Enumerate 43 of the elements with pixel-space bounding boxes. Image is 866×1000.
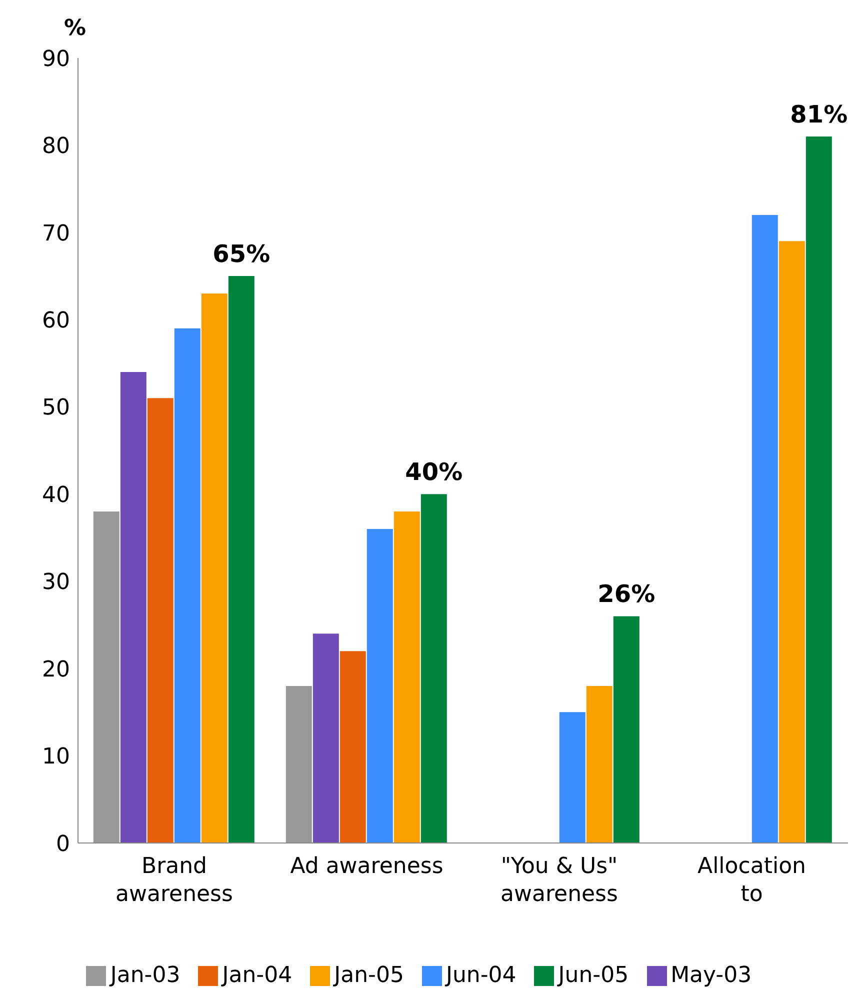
data-label: 65% <box>212 240 270 268</box>
bar <box>340 651 366 843</box>
y-tick-label: 50 <box>42 396 70 421</box>
legend-label: May-03 <box>670 963 752 988</box>
bar <box>120 372 146 843</box>
bar <box>613 616 640 843</box>
legend-label: Jun-05 <box>558 963 629 988</box>
y-tick-label: 10 <box>42 744 70 770</box>
y-tick-label: 60 <box>42 308 70 334</box>
bar <box>420 494 447 843</box>
bar <box>201 294 228 843</box>
bar <box>286 686 312 843</box>
legend-label: Jan-03 <box>110 963 180 988</box>
legend-label: Jan-04 <box>222 963 292 988</box>
x-tick-label: Brand awareness <box>116 854 233 907</box>
bar <box>806 136 832 843</box>
bar <box>366 529 393 843</box>
legend-label: Jun-04 <box>446 963 516 988</box>
data-label: 40% <box>405 458 463 486</box>
bar <box>147 398 174 843</box>
bar <box>752 215 778 843</box>
bar <box>228 276 254 843</box>
bar <box>586 686 612 843</box>
bar <box>174 328 200 843</box>
x-tick-label: Ad awareness <box>290 854 444 879</box>
bar <box>559 712 586 843</box>
bar <box>312 634 339 843</box>
y-tick-label: 0 <box>56 832 70 857</box>
y-tick-label: 80 <box>42 134 70 160</box>
bar <box>93 512 120 843</box>
x-tick-label: Allocation to <box>698 854 806 907</box>
data-label: 26% <box>598 580 656 608</box>
y-tick-label: 20 <box>42 657 70 682</box>
y-tick-label: 40 <box>42 482 70 508</box>
y-tick-label: 30 <box>42 570 70 596</box>
y-tick-label: 90 <box>42 46 70 72</box>
y-axis-title: % <box>64 16 86 41</box>
y-tick-label: 70 <box>42 221 70 246</box>
bar <box>394 512 420 843</box>
x-tick-label: "You & Us" awareness <box>500 854 618 907</box>
data-label: 81% <box>790 100 848 128</box>
bar <box>778 241 805 843</box>
legend-label: Jan-05 <box>334 963 404 988</box>
